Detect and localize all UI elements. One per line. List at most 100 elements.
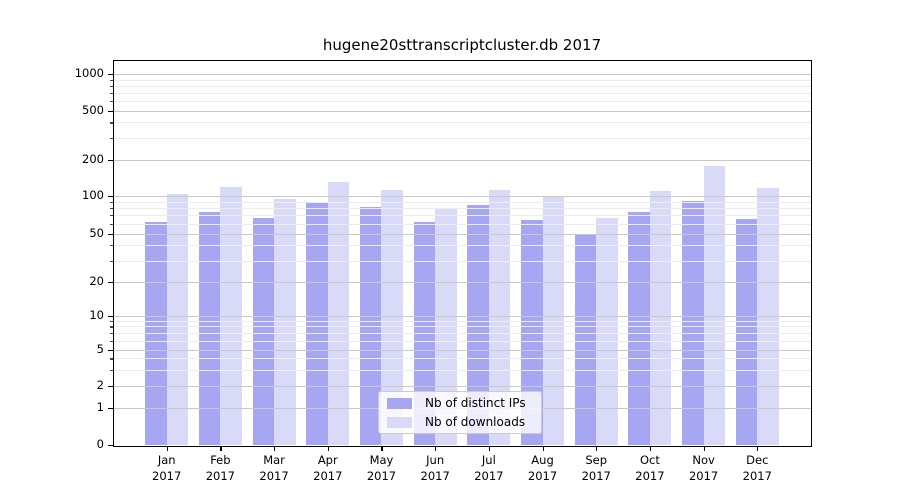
x-tick	[488, 446, 491, 451]
y-minor-tick	[110, 201, 113, 203]
y-minor-tick	[110, 100, 113, 103]
legend: Nb of distinct IPs Nb of downloads	[378, 391, 542, 434]
y-tick-label: 200	[82, 151, 104, 166]
bar-distinct-ips-feb	[198, 211, 221, 445]
bar-distinct-ips-aug	[521, 220, 543, 445]
gridline-minor	[114, 369, 811, 371]
y-tick-label: 500	[82, 102, 104, 117]
bar-downloads-aug	[542, 196, 565, 445]
y-minor-tick	[110, 137, 113, 139]
y-tick-label: 20	[89, 274, 104, 288]
y-tick-label: 10	[89, 307, 104, 322]
x-tick-label-aug: Aug 2017	[527, 453, 558, 483]
y-minor-tick	[110, 260, 113, 262]
x-tick	[220, 446, 222, 451]
x-tick	[542, 446, 544, 451]
y-tick	[108, 315, 113, 317]
y-tick	[108, 408, 113, 410]
y-minor-tick	[110, 215, 113, 217]
y-tick	[108, 159, 113, 161]
bar-distinct-ips-sep	[574, 233, 597, 445]
gridline-major	[114, 282, 811, 283]
bar-distinct-ips-nov	[682, 201, 704, 445]
gridline-minor	[114, 215, 811, 217]
y-tick-label: 0	[96, 437, 104, 451]
x-tick-label-nov: Nov 2017	[688, 453, 719, 483]
y-tick	[108, 110, 113, 112]
gridline-minor	[114, 122, 811, 124]
gridline-minor	[114, 245, 811, 247]
y-minor-tick	[110, 223, 113, 225]
gridline-major	[114, 196, 811, 197]
bar-downloads-dec	[757, 188, 779, 445]
legend-label-downloads: Nb of downloads	[425, 415, 526, 429]
y-minor-tick	[110, 92, 113, 94]
gridline-minor	[114, 320, 811, 322]
x-tick	[327, 446, 329, 451]
y-tick-label: 1000	[74, 66, 104, 80]
x-tick-label-jan: Jan 2017	[152, 453, 182, 483]
y-minor-tick	[110, 320, 113, 322]
y-tick	[108, 349, 113, 351]
legend-item-downloads: Nb of downloads	[387, 415, 533, 429]
y-minor-tick	[110, 85, 113, 87]
bar-downloads-nov	[703, 165, 726, 445]
gridline-minor	[114, 358, 811, 360]
gridline-minor	[114, 326, 811, 328]
x-tick	[596, 446, 598, 451]
y-tick-label: 1	[96, 400, 104, 414]
y-minor-tick	[110, 369, 113, 372]
x-tick	[703, 446, 705, 451]
y-tick	[108, 445, 113, 447]
legend-swatch-downloads	[387, 416, 412, 428]
y-tick	[108, 233, 113, 235]
gridline-major	[114, 233, 811, 235]
gridline-major	[114, 110, 811, 112]
y-tick	[108, 386, 113, 388]
gridline-minor	[114, 340, 811, 342]
y-minor-tick	[110, 208, 113, 210]
gridline-major	[114, 74, 811, 75]
x-tick	[757, 446, 759, 451]
gridline-major	[114, 349, 811, 351]
legend-swatch-distinct-ips	[387, 397, 412, 409]
gridline-minor	[114, 332, 811, 334]
bar-distinct-ips-dec	[735, 219, 758, 445]
y-tick	[108, 74, 113, 76]
gridline-major	[114, 315, 811, 317]
bar-downloads-apr	[327, 181, 350, 445]
x-tick-label-feb: Feb 2017	[205, 453, 236, 483]
bar-distinct-ips-oct	[628, 212, 650, 445]
x-tick-label-sep: Sep 2017	[581, 453, 611, 483]
gridline-minor	[114, 100, 811, 102]
gridline-major	[114, 386, 811, 387]
legend-label-distinct-ips: Nb of distinct IPs	[425, 396, 526, 410]
y-tick-label: 2	[96, 378, 104, 392]
gridline-minor	[114, 92, 811, 94]
y-tick	[108, 196, 113, 198]
legend-item-distinct-ips: Nb of distinct IPs	[387, 396, 533, 410]
x-tick-label-jun: Jun 2017	[420, 453, 450, 483]
x-tick-label-jul: Jul 2017	[474, 453, 504, 483]
x-tick	[435, 446, 437, 451]
gridline-minor	[114, 79, 811, 81]
x-tick	[274, 446, 276, 451]
y-minor-tick	[110, 245, 113, 247]
bar-downloads-jul	[488, 189, 511, 445]
bar-distinct-ips-jul	[467, 205, 489, 445]
gridline-minor	[114, 201, 811, 203]
x-tick-label-dec: Dec 2017	[742, 453, 772, 483]
gridline-minor	[114, 137, 811, 139]
y-minor-tick	[110, 358, 113, 360]
gridline-minor	[114, 260, 811, 262]
x-tick-label-oct: Oct 2017	[635, 453, 665, 483]
gridline-minor	[114, 223, 811, 225]
x-tick	[649, 446, 652, 451]
x-tick-label-may: May 2017	[366, 453, 397, 483]
y-minor-tick	[110, 340, 113, 342]
y-minor-tick	[110, 122, 113, 124]
y-minor-tick	[110, 79, 113, 81]
y-tick-label: 5	[96, 341, 104, 356]
gridline-major	[114, 159, 811, 161]
